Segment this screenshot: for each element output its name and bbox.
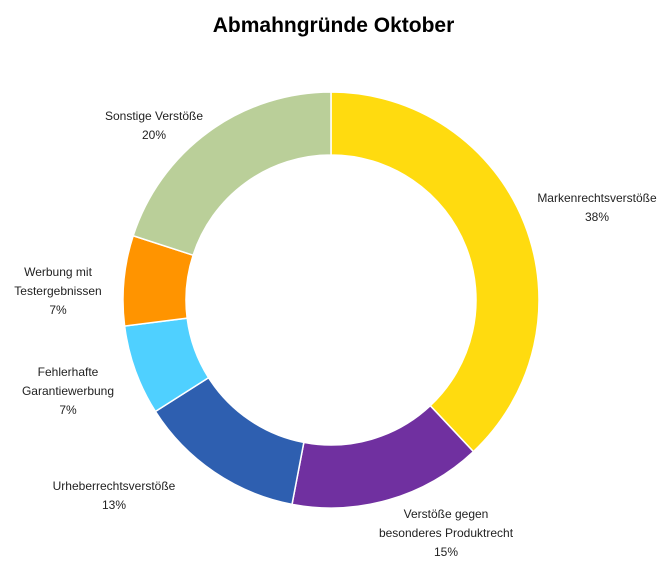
- slice-percent-label: 38%: [585, 210, 609, 224]
- slice-category-label: Fehlerhafte: [38, 365, 99, 379]
- slice-label-sonstige-verstosse: Sonstige Verstöße 20%: [105, 109, 203, 142]
- slice-category-label: Verstöße gegen: [404, 507, 489, 521]
- slice-percent-label: 7%: [49, 303, 67, 317]
- slice-sonstige-verstosse: [132, 91, 332, 257]
- slice-percent-label: 13%: [102, 498, 126, 512]
- slice-category-label: Urheberrechtsverstöße: [53, 479, 176, 493]
- slice-label-verstosse-gegen-besonderes-produktrecht: Verstöße gegen besonderes Produktrecht 15%: [379, 507, 514, 559]
- slice-markenrechtsverstosse: [330, 91, 540, 453]
- slice-category-label: besonderes Produktrecht: [379, 526, 514, 540]
- slice-label-werbung-mit-testergebnissen: Werbung mit Testergebnissen 7%: [14, 265, 101, 317]
- slice-category-label: Werbung mit: [24, 265, 92, 279]
- slice-percent-label: 15%: [434, 545, 458, 559]
- slice-percent-label: 20%: [142, 128, 166, 142]
- slice-category-label: Markenrechtsverstöße: [537, 191, 657, 205]
- slice-category-label: Sonstige Verstöße: [105, 109, 203, 123]
- slice-label-fehlerhafte-garantiewerbung: Fehlerhafte Garantiewerbung 7%: [22, 365, 114, 417]
- slice-label-markenrechtsverstosse: Markenrechtsverstöße 38%: [537, 191, 657, 224]
- slice-category-label: Testergebnissen: [14, 284, 101, 298]
- chart-title: Abmahngründe Oktober: [212, 14, 455, 37]
- slice-category-label: Garantiewerbung: [22, 384, 114, 398]
- slice-label-urheberrechtsverstosse: Urheberrechtsverstöße 13%: [53, 479, 176, 512]
- slice-percent-label: 7%: [59, 403, 77, 417]
